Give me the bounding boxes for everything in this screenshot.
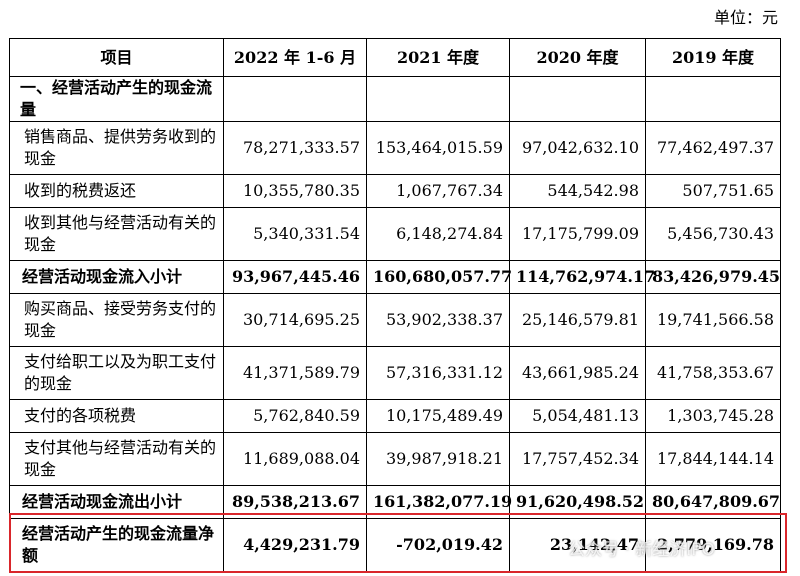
row-label: 收到其他与经营活动有关的现金 xyxy=(9,207,224,261)
cell-value: 17,175,799.09 xyxy=(509,207,646,261)
cell-value: 93,967,445.46 xyxy=(223,260,367,294)
cell-value: 5,340,331.54 xyxy=(223,207,367,261)
cell-value: 80,647,809.67 xyxy=(645,485,781,519)
cell-value: 10,175,489.49 xyxy=(366,399,510,433)
table-row: 收到其他与经营活动有关的现金 5,340,331.54 6,148,274.84… xyxy=(9,207,781,261)
cell-value: 25,146,579.81 xyxy=(509,293,646,347)
row-label: 销售商品、提供劳务收到的现金 xyxy=(9,121,224,175)
cell-value: 10,355,780.35 xyxy=(223,174,367,208)
net-cash-flow-row: 经营活动产生的现金流量净额 4,429,231.79 -702,019.42 2… xyxy=(9,518,781,572)
table-row: 销售商品、提供劳务收到的现金 78,271,333.57 153,464,015… xyxy=(9,121,781,175)
table-row: 收到的税费返还 10,355,780.35 1,067,767.34 544,5… xyxy=(9,174,781,208)
table-row: 支付的各项税费 5,762,840.59 10,175,489.49 5,054… xyxy=(9,399,781,433)
cell-value: 5,054,481.13 xyxy=(509,399,646,433)
cell-value: 77,462,497.37 xyxy=(645,121,781,175)
cell-value: 39,987,918.21 xyxy=(366,432,510,486)
cell-value: 53,902,338.37 xyxy=(366,293,510,347)
cell-value: 41,758,353.67 xyxy=(645,346,781,400)
section-row: 一、经营活动产生的现金流量 xyxy=(9,76,781,122)
cell-value: 5,456,730.43 xyxy=(645,207,781,261)
cell-value: 83,426,979.45 xyxy=(645,260,781,294)
header-row: 项目 2022 年 1-6 月 2021 年度 2020 年度 2019 年度 xyxy=(9,38,781,77)
cell-value: 507,751.65 xyxy=(645,174,781,208)
unit-label: 单位：元 xyxy=(713,8,778,27)
header-2021: 2021 年度 xyxy=(366,38,510,77)
cash-flow-table: 项目 2022 年 1-6 月 2021 年度 2020 年度 2019 年度 … xyxy=(9,38,781,572)
cell-value: 17,844,144.14 xyxy=(645,432,781,486)
row-label: 支付的各项税费 xyxy=(9,399,224,433)
subtotal-row-outflow: 经营活动现金流出小计 89,538,213.67 161,382,077.19 … xyxy=(9,485,781,519)
row-label: 经营活动现金流入小计 xyxy=(9,260,224,294)
cell-value: 11,689,088.04 xyxy=(223,432,367,486)
row-label: 经营活动产生的现金流量净额 xyxy=(9,518,224,572)
cell-value: 78,271,333.57 xyxy=(223,121,367,175)
cell-value: 153,464,015.59 xyxy=(366,121,510,175)
header-2019: 2019 年度 xyxy=(645,38,781,77)
row-label: 支付其他与经营活动有关的现金 xyxy=(9,432,224,486)
table-row: 支付其他与经营活动有关的现金 11,689,088.04 39,987,918.… xyxy=(9,432,781,486)
table-row: 支付给职工以及为职工支付的现金 41,371,589.79 57,316,331… xyxy=(9,346,781,400)
cell-value: 544,542.98 xyxy=(509,174,646,208)
table-row: 购买商品、接受劳务支付的现金 30,714,695.25 53,902,338.… xyxy=(9,293,781,347)
row-label: 购买商品、接受劳务支付的现金 xyxy=(9,293,224,347)
cell-value: 1,303,745.28 xyxy=(645,399,781,433)
header-item: 项目 xyxy=(9,38,224,77)
header-2020: 2020 年度 xyxy=(509,38,646,77)
cell-value: 30,714,695.25 xyxy=(223,293,367,347)
cell-value: 160,680,057.77 xyxy=(366,260,512,294)
cell-value: 114,762,974.17 xyxy=(509,260,655,294)
cell-value: 97,042,632.10 xyxy=(509,121,646,175)
cell-value: 57,316,331.12 xyxy=(366,346,510,400)
cell-value: -702,019.42 xyxy=(366,518,510,572)
cell-value: 43,661,985.24 xyxy=(509,346,646,400)
subtotal-row-inflow: 经营活动现金流入小计 93,967,445.46 160,680,057.77 … xyxy=(9,260,781,294)
cell-value: 17,757,452.34 xyxy=(509,432,646,486)
cell-value: 161,382,077.19 xyxy=(366,485,512,519)
cell-value: 23,142,47 xyxy=(509,518,646,572)
cell-value: 4,429,231.79 xyxy=(223,518,367,572)
cell-value: 41,371,589.79 xyxy=(223,346,367,400)
row-label: 收到的税费返还 xyxy=(9,174,224,208)
row-label: 支付给职工以及为职工支付的现金 xyxy=(9,346,224,400)
cell-value: 19,741,566.58 xyxy=(645,293,781,347)
cell-value: 91,620,498.52 xyxy=(509,485,646,519)
cell-value: 2,779,169.78 xyxy=(645,518,781,572)
header-2022h1: 2022 年 1-6 月 xyxy=(223,38,367,77)
row-label: 经营活动现金流出小计 xyxy=(9,485,224,519)
section-title: 一、经营活动产生的现金流量 xyxy=(9,76,224,122)
cell-value: 5,762,840.59 xyxy=(223,399,367,433)
cell-value: 89,538,213.67 xyxy=(223,485,367,519)
watermark: 公众号 · 新经济IPO xyxy=(568,540,715,560)
cell-value: 6,148,274.84 xyxy=(366,207,510,261)
cell-value: 1,067,767.34 xyxy=(366,174,510,208)
